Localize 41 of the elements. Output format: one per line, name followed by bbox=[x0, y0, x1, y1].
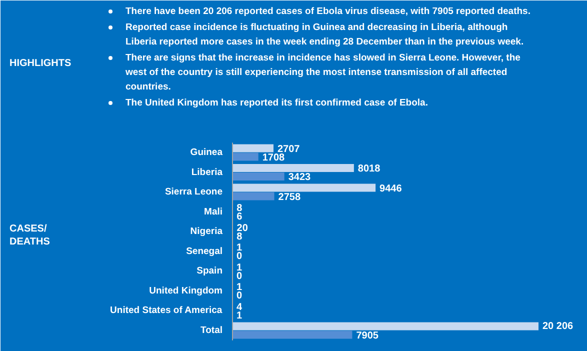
y-tick-label: Guinea bbox=[190, 147, 224, 158]
data-label: 20 bbox=[236, 222, 248, 234]
data-label: 2758 bbox=[278, 192, 301, 203]
data-label: 8018 bbox=[358, 164, 381, 175]
data-label: 9446 bbox=[380, 183, 402, 194]
text: HIGHLIGHTS bbox=[10, 58, 72, 69]
bar bbox=[232, 322, 538, 330]
y-tick-label: Sierra Leone bbox=[164, 186, 223, 198]
data-label: 1 bbox=[236, 310, 243, 322]
y-tick-label: United Kingdom bbox=[149, 285, 223, 296]
y-tick-label: Total bbox=[200, 325, 223, 336]
y-tick-label: Spain bbox=[196, 266, 223, 277]
y-tick-label: Liberia bbox=[191, 166, 224, 178]
data-label: 8 bbox=[236, 231, 243, 242]
y-tick-label: United States of America bbox=[110, 305, 223, 316]
text: Reported case incidence is fluctuating in Guinea and decreasing in Liberia, although Liberia reported more cases in the week ending 28 December than in the previous week. bbox=[126, 22, 524, 48]
data-label: 0 bbox=[236, 251, 242, 262]
data-label: 1708 bbox=[262, 152, 286, 164]
bar bbox=[232, 330, 352, 339]
data-label: 6 bbox=[236, 212, 243, 223]
data-label: 7905 bbox=[356, 330, 379, 342]
text: There are signs that the increase in incidence has slowed in Sierra Leone. However, the west of the country is still experiencing the most intense transmission of all affected countries. bbox=[124, 52, 520, 92]
y-tick-label: Nigeria bbox=[190, 226, 224, 238]
data-label: 4 bbox=[236, 302, 243, 313]
bar bbox=[232, 152, 258, 161]
bar bbox=[232, 192, 274, 200]
data-label: 1 bbox=[236, 262, 243, 274]
data-label: 20 206 bbox=[542, 320, 574, 332]
y-tick-label: Senegal bbox=[186, 246, 223, 257]
bar bbox=[232, 184, 376, 192]
text: There have been 20 206 reported cases of Ebola virus disease, with 7905 reported deaths. bbox=[126, 6, 530, 17]
text: CASES/ DEATHS bbox=[10, 223, 50, 248]
text: The United Kingdom has reported its first confirmed case of Ebola. bbox=[126, 98, 428, 108]
data-label: 2707 bbox=[277, 144, 300, 155]
bar bbox=[232, 164, 354, 172]
data-label: 0 bbox=[236, 270, 242, 282]
bar bbox=[232, 144, 274, 152]
y-tick-label: Mali bbox=[204, 206, 223, 218]
data-label: 0 bbox=[236, 290, 242, 302]
bar bbox=[232, 172, 284, 181]
data-label: 3423 bbox=[288, 172, 312, 184]
